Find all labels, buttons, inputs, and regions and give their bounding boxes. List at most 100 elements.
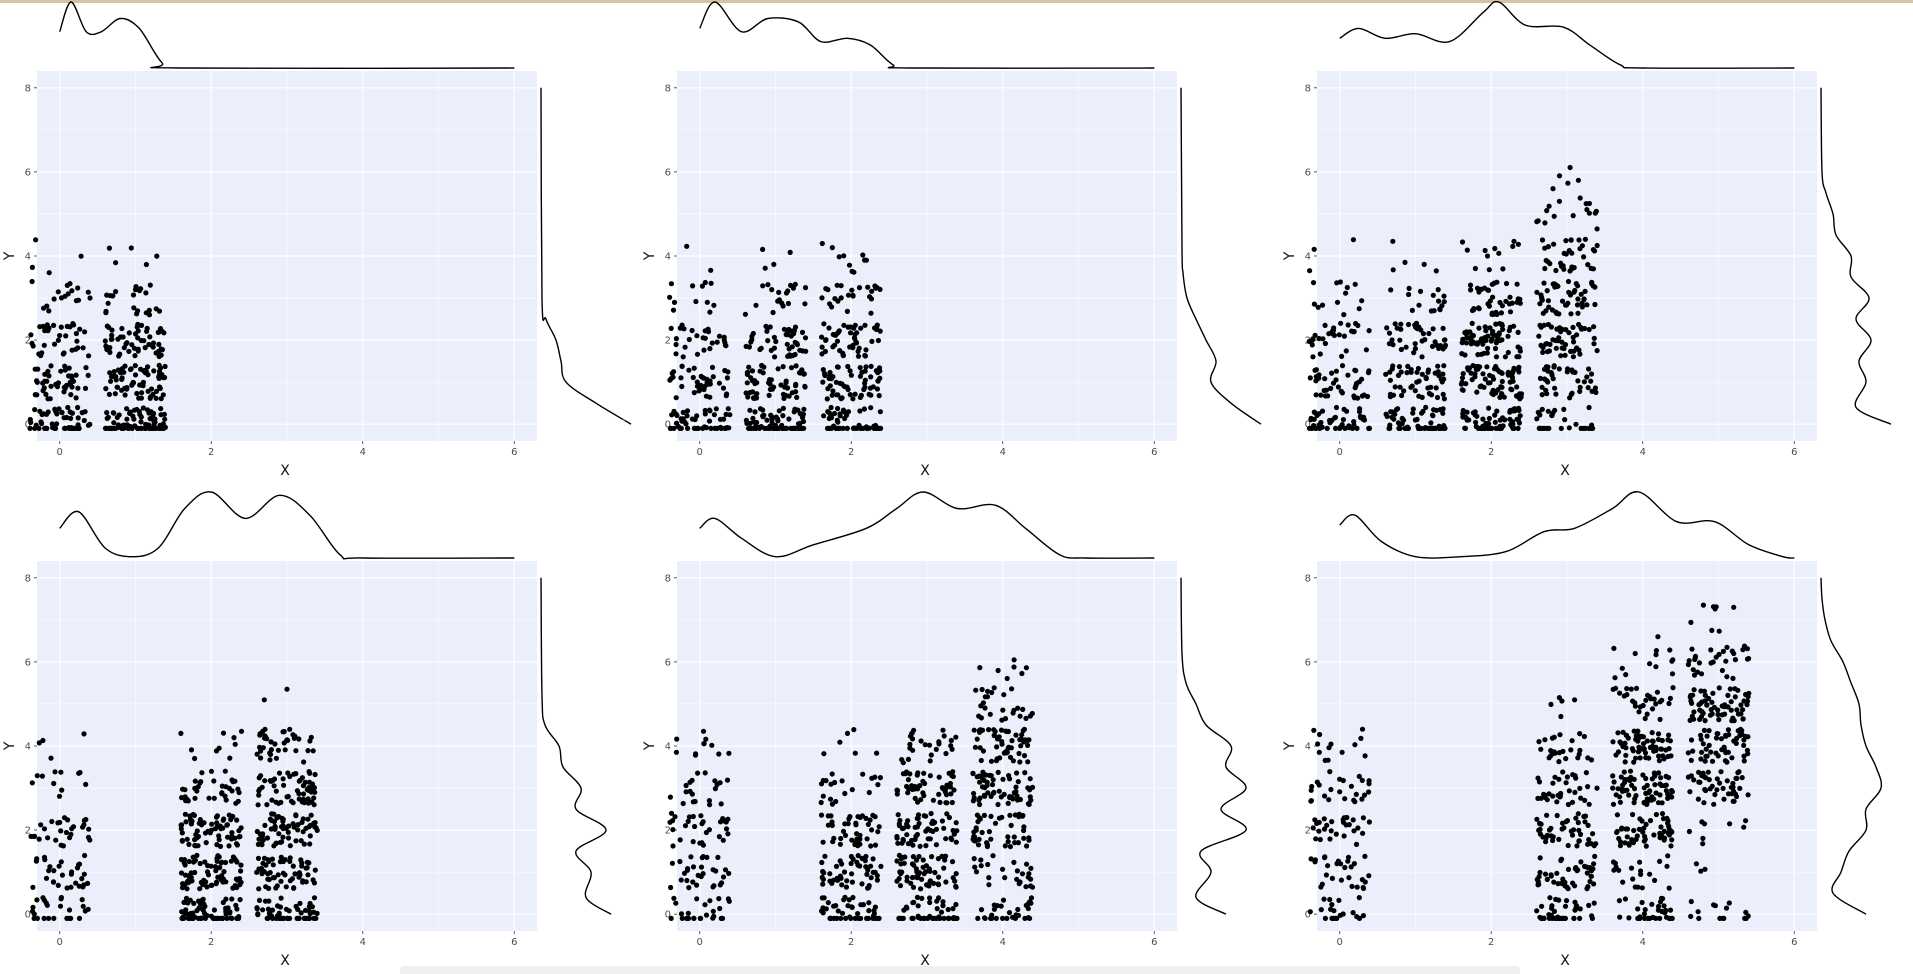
data-point <box>201 901 207 907</box>
data-point <box>792 339 798 345</box>
data-point <box>80 345 86 351</box>
data-point <box>876 393 882 399</box>
data-point <box>1437 425 1443 431</box>
x-tick-label: 2 <box>848 937 854 948</box>
data-point <box>927 758 933 764</box>
data-point <box>1460 414 1466 420</box>
data-point <box>1538 821 1544 827</box>
data-point <box>716 834 722 840</box>
data-point <box>986 829 992 835</box>
data-point <box>1342 425 1348 431</box>
data-point <box>904 783 910 790</box>
data-point <box>1616 867 1622 873</box>
data-point <box>857 832 863 838</box>
data-point <box>767 377 773 383</box>
data-point <box>1421 261 1427 267</box>
data-point <box>1565 801 1571 808</box>
data-point <box>1729 755 1735 761</box>
data-point <box>839 395 845 401</box>
data-point <box>843 884 849 890</box>
data-point <box>1741 758 1747 764</box>
data-point <box>1641 785 1647 791</box>
data-point <box>1329 902 1335 908</box>
data-point <box>976 797 982 803</box>
data-point <box>864 871 870 877</box>
data-point <box>1537 869 1543 876</box>
data-point <box>1323 872 1329 878</box>
data-point <box>1436 298 1442 304</box>
data-point <box>159 425 165 431</box>
data-point <box>764 328 770 334</box>
data-point <box>1429 343 1436 349</box>
data-point <box>786 326 792 333</box>
data-point <box>257 732 263 738</box>
data-point <box>1014 793 1020 799</box>
data-point <box>178 870 185 876</box>
data-point <box>124 386 130 392</box>
data-point <box>1617 839 1624 845</box>
data-point <box>211 795 217 801</box>
data-point <box>725 831 731 837</box>
data-point <box>1688 737 1695 743</box>
data-point <box>1430 413 1436 419</box>
data-point <box>1362 753 1368 759</box>
data-point <box>1720 648 1726 654</box>
data-point <box>1640 702 1646 709</box>
data-point <box>832 779 838 786</box>
data-point <box>1315 741 1321 747</box>
data-point <box>273 788 279 794</box>
data-point <box>1562 903 1569 909</box>
data-point <box>282 857 288 863</box>
data-point <box>1666 700 1672 707</box>
data-point <box>727 412 733 418</box>
data-point <box>1614 829 1620 835</box>
data-point <box>285 829 291 835</box>
data-point <box>183 819 189 825</box>
data-point <box>312 771 318 778</box>
data-point <box>856 422 862 428</box>
data-point <box>229 915 235 921</box>
data-point <box>748 375 754 381</box>
data-point <box>1514 384 1520 390</box>
data-point <box>1011 657 1017 663</box>
data-point <box>700 871 706 877</box>
data-point <box>105 414 111 420</box>
data-point <box>68 884 74 890</box>
data-point <box>711 302 717 308</box>
data-point <box>262 822 268 828</box>
data-point <box>1463 331 1470 337</box>
data-point <box>60 843 66 849</box>
data-point <box>1020 706 1026 712</box>
data-point <box>111 420 117 426</box>
data-point <box>1706 742 1712 748</box>
data-point <box>1558 425 1564 431</box>
data-point <box>985 790 991 796</box>
data-point <box>1028 900 1034 906</box>
data-point <box>259 871 265 877</box>
data-point <box>1442 342 1449 348</box>
data-point <box>716 751 722 757</box>
data-point <box>1366 873 1372 879</box>
data-point <box>1586 902 1592 908</box>
data-point <box>1472 371 1478 377</box>
data-point <box>296 874 302 880</box>
data-point <box>1473 340 1479 347</box>
data-point <box>912 786 918 792</box>
data-point <box>680 800 686 807</box>
data-point <box>1308 787 1314 793</box>
data-point <box>693 751 699 757</box>
x-tick-label: 6 <box>511 937 517 948</box>
data-point <box>1731 718 1737 724</box>
data-point <box>1480 416 1486 422</box>
data-point <box>820 793 826 799</box>
data-point <box>874 873 880 879</box>
data-point <box>921 915 927 921</box>
data-point <box>1584 870 1590 876</box>
data-point <box>311 915 317 921</box>
data-point <box>1643 775 1649 782</box>
data-point <box>1719 747 1725 753</box>
data-point <box>215 874 221 880</box>
data-point <box>1594 242 1600 249</box>
data-point <box>1365 370 1372 376</box>
data-point <box>1715 707 1721 713</box>
